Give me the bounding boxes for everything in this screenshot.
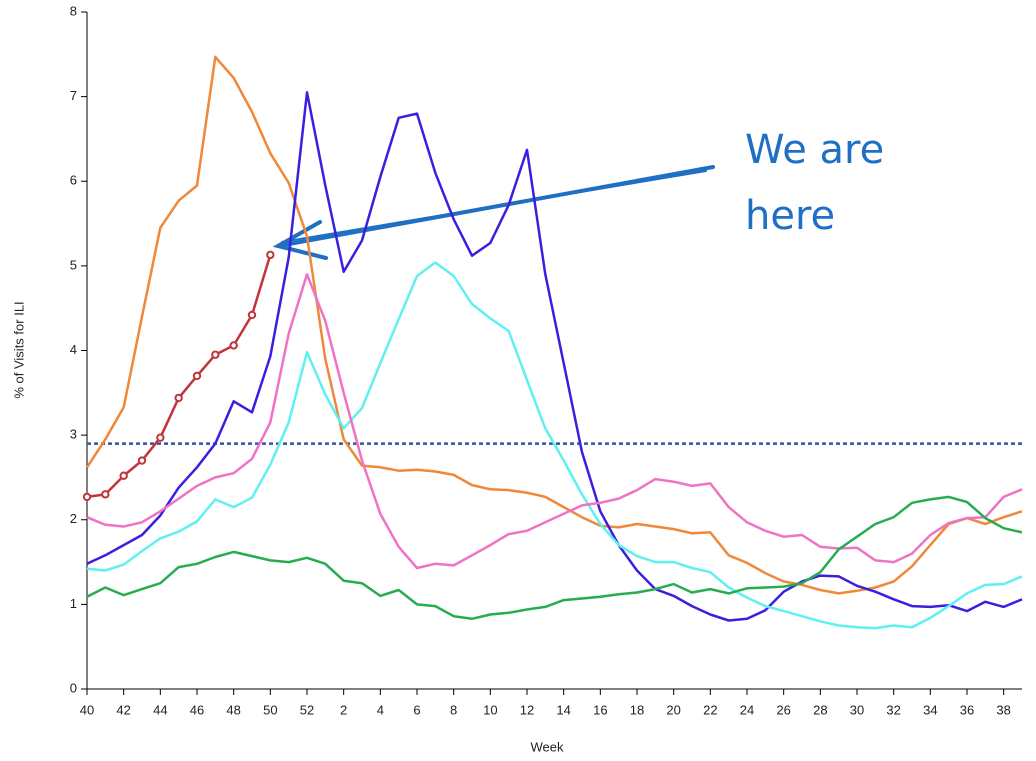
series-line [86, 261, 1023, 630]
annotation-arrow [272, 165, 715, 260]
x-tick-label: 16 [593, 702, 607, 717]
x-tick-label: 6 [413, 702, 420, 717]
arrow-shaft [281, 170, 707, 243]
y-tick-label: 7 [70, 88, 77, 103]
point [137, 456, 147, 465]
x-tick-label: 10 [483, 702, 497, 717]
x-tick-label: 50 [263, 702, 277, 717]
x-tick-label: 24 [740, 702, 754, 717]
series-line [86, 91, 1023, 622]
point [101, 490, 110, 499]
y-axis-label: % of Visits for ILI [11, 301, 26, 398]
x-axis-label: Week [531, 739, 564, 754]
x-tick-label: 48 [226, 702, 240, 717]
x-tick-label: 34 [923, 702, 937, 717]
point [174, 393, 183, 403]
x-tick-label: 36 [960, 702, 974, 717]
x-tick-label: 46 [190, 702, 204, 717]
y-tick-label: 2 [70, 511, 77, 526]
y-tick-label: 0 [70, 680, 77, 695]
x-tick-label: 38 [996, 702, 1010, 717]
series-line [86, 273, 1023, 570]
y-tick-label: 4 [70, 342, 77, 357]
x-tick-label: 14 [556, 702, 570, 717]
y-tick-label: 3 [70, 427, 77, 442]
point [156, 433, 165, 442]
x-tick-label: 40 [80, 702, 94, 717]
x-tick-label: 44 [153, 702, 167, 717]
point [192, 371, 202, 381]
x-tick-label: 20 [666, 702, 680, 717]
x-tick-label: 42 [116, 702, 130, 717]
point [211, 350, 220, 359]
y-tick-label: 5 [70, 257, 77, 272]
point [119, 471, 128, 480]
series-line [86, 495, 1023, 621]
point [266, 250, 275, 260]
x-tick-label: 4 [377, 702, 384, 717]
x-tick-label: 30 [850, 702, 864, 717]
y-tick-label: 8 [70, 3, 77, 18]
x-tick-label: 28 [813, 702, 827, 717]
annotation: We are [745, 127, 884, 173]
x-tick-label: 2 [340, 702, 347, 717]
series-line [86, 254, 272, 499]
point [247, 310, 257, 320]
y-tick-label: 1 [70, 596, 77, 611]
x-tick-label: 8 [450, 702, 457, 717]
x-tick-label: 22 [703, 702, 717, 717]
x-tick-label: 18 [630, 702, 644, 717]
x-tick-label: 12 [520, 702, 534, 717]
point [229, 341, 238, 350]
y-tick-label: 6 [70, 173, 77, 188]
point [82, 492, 92, 502]
x-tick-label: 52 [300, 702, 314, 717]
annotation: here [745, 193, 835, 239]
x-tick-label: 26 [776, 702, 790, 717]
x-tick-label: 32 [886, 702, 900, 717]
